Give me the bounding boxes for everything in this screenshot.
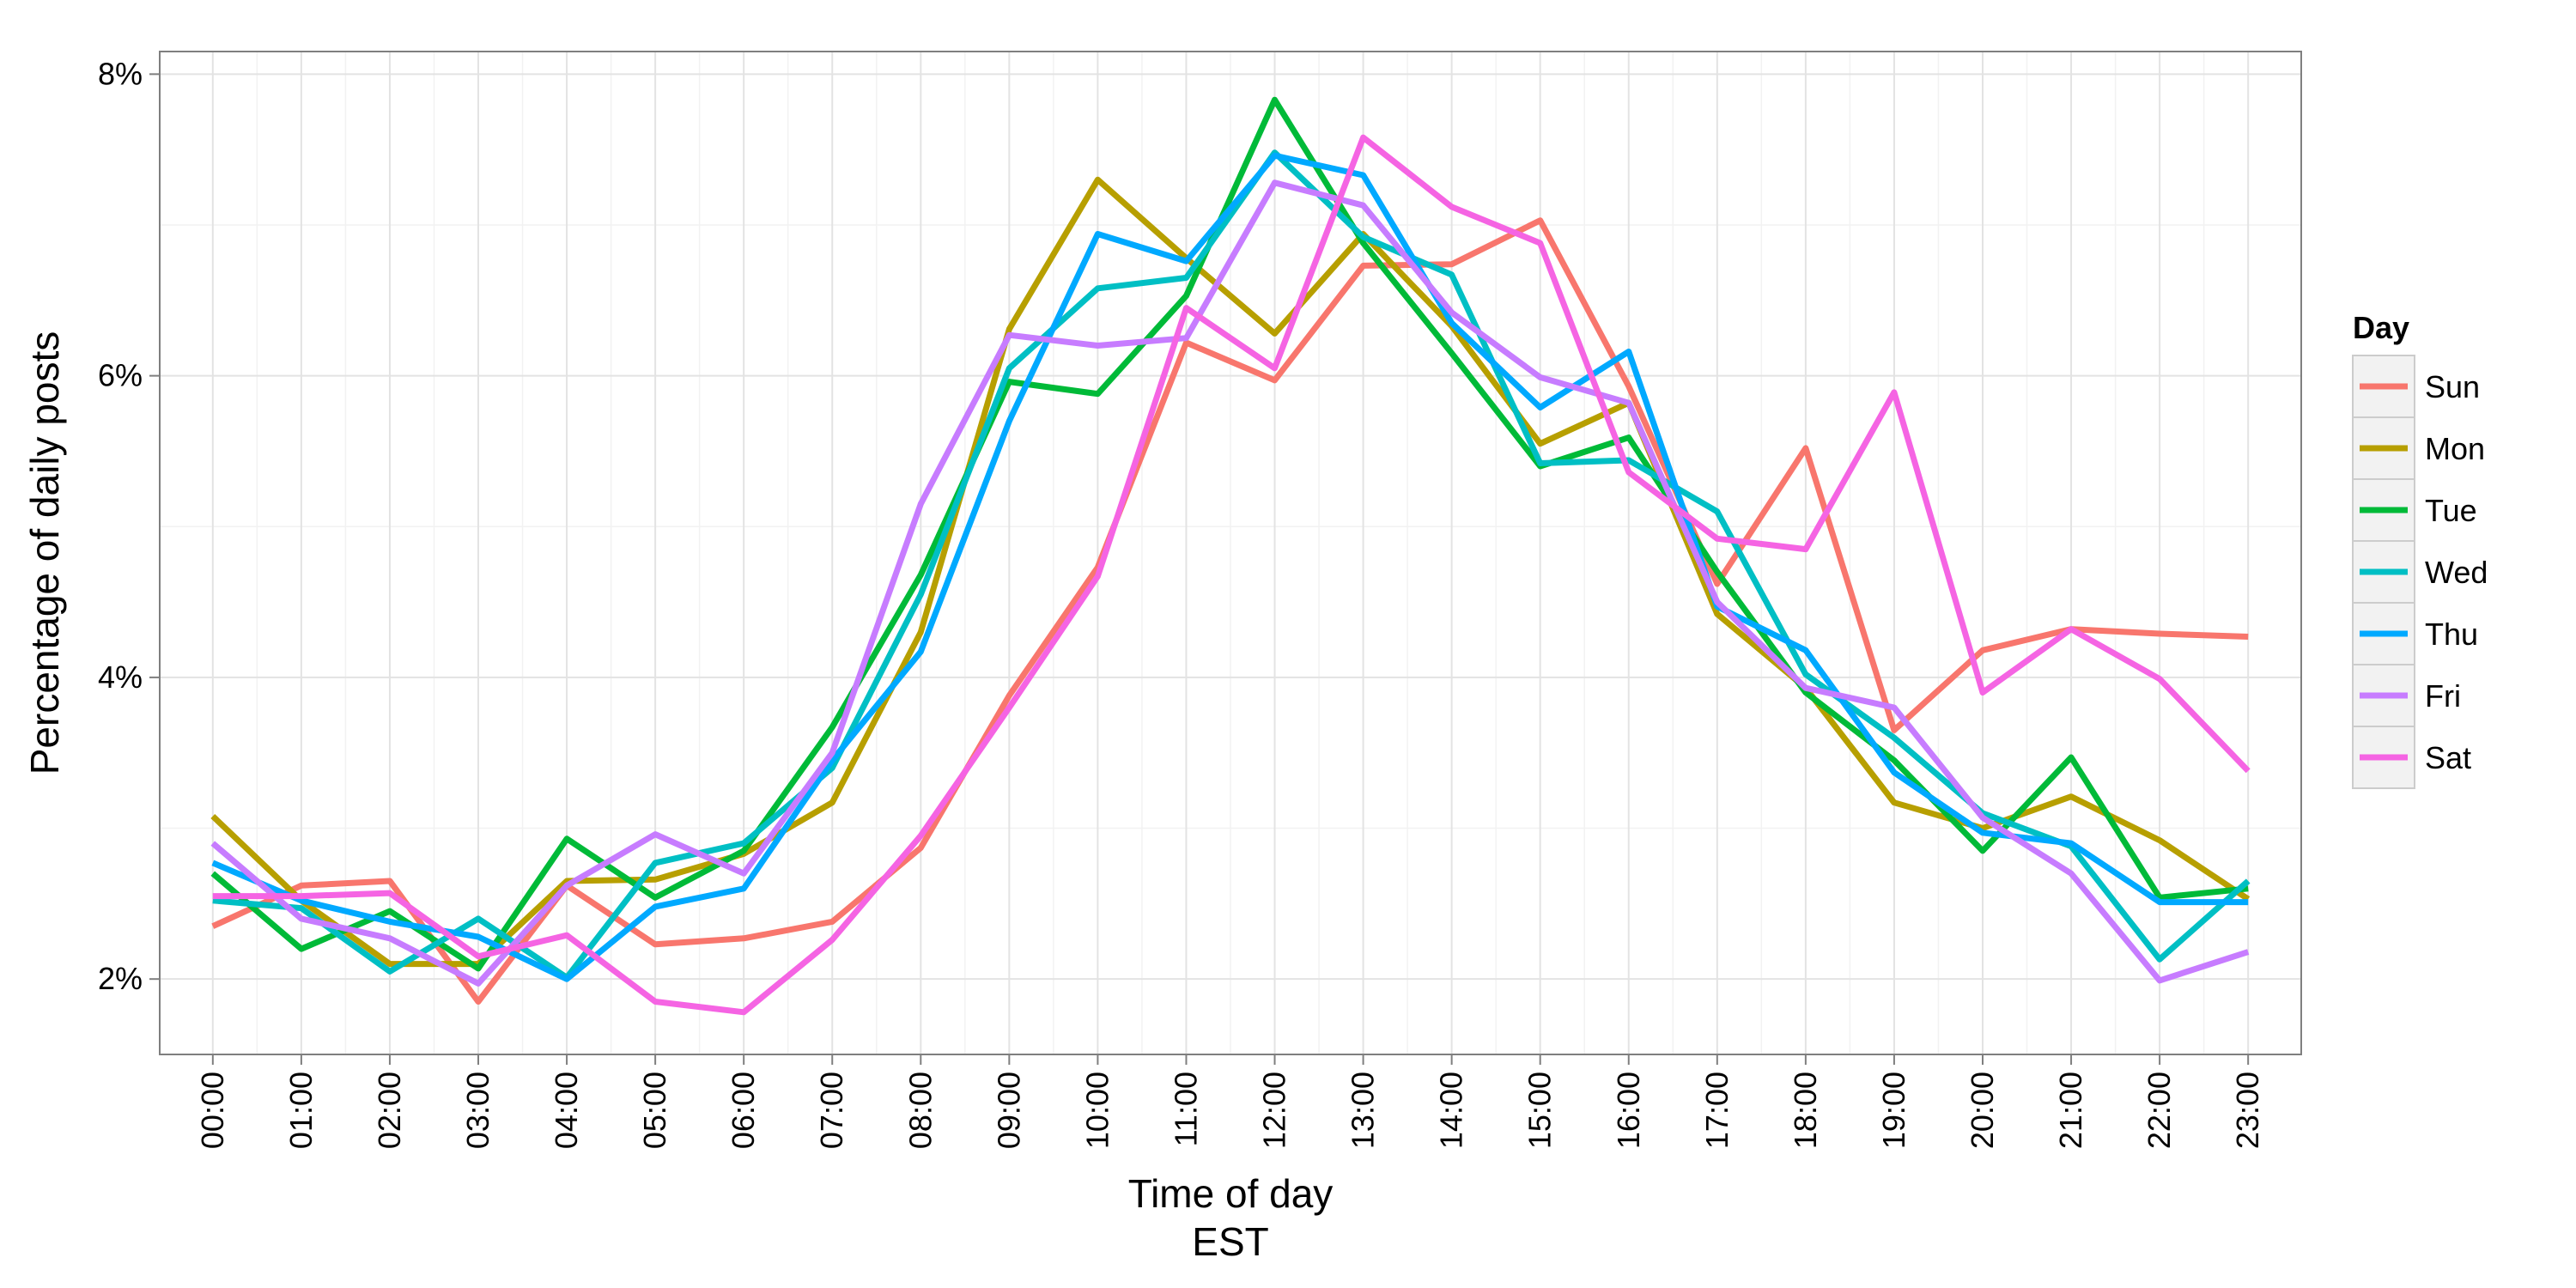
legend-label-fri: Fri: [2425, 678, 2461, 714]
legend: Day Sun Mon Tue Wed Thu Fri Sat: [2352, 310, 2488, 789]
legend-label-tue: Tue: [2425, 493, 2477, 528]
legend-label-wed: Wed: [2425, 555, 2488, 590]
series-line-tue: [210, 96, 2249, 972]
x-tick-label: 03:00: [460, 1072, 495, 1149]
y-tick-label: 6%: [98, 358, 143, 393]
x-tick-label: 22:00: [2142, 1072, 2177, 1149]
x-tick-label: 08:00: [902, 1072, 938, 1149]
x-tick-label: 17:00: [1699, 1072, 1735, 1149]
series-line-mon: [210, 176, 2251, 968]
plot-border: [159, 51, 2302, 1055]
legend-label-thu: Thu: [2425, 617, 2478, 652]
legend-label-sat: Sat: [2425, 740, 2471, 775]
legend-items: Sun Mon Tue Wed Thu Fri Sat: [2352, 355, 2488, 789]
series-lines: [210, 96, 2251, 1016]
x-tick-label: 18:00: [1788, 1072, 1823, 1149]
y-tick-label: 8%: [98, 56, 143, 91]
x-tick-label: 09:00: [991, 1072, 1026, 1149]
x-tick-label: 16:00: [1611, 1072, 1646, 1149]
legend-label-mon: Mon: [2425, 431, 2485, 466]
x-tick-label: 14:00: [1434, 1072, 1469, 1149]
x-tick-label: 06:00: [726, 1072, 761, 1149]
x-tick-label: 02:00: [372, 1072, 407, 1149]
y-axis-title: Percentage of daily posts: [22, 331, 67, 775]
x-tick-label: 15:00: [1522, 1072, 1558, 1149]
series-line-wed: [212, 149, 2251, 981]
x-tick-label: 01:00: [283, 1072, 319, 1149]
y-tick-label: 4%: [98, 659, 143, 695]
x-tick-label: 21:00: [2053, 1072, 2088, 1149]
x-axis: 00:00 01:00 02:00 03:00 04:00 05:00 06:00 07:00…: [195, 1054, 2265, 1149]
y-tick-label: 2%: [98, 961, 143, 996]
series-line-thu: [211, 152, 2249, 982]
x-tick-label: 11:00: [1168, 1072, 1203, 1146]
x-tick-label: 20:00: [1965, 1072, 2000, 1149]
x-axis-title: Time of day: [1128, 1171, 1334, 1216]
y-axis: 2% 4% 6% 8%: [98, 56, 160, 996]
x-tick-label: 13:00: [1346, 1072, 1381, 1149]
series-line-fri: [210, 179, 2250, 987]
x-tick-label: 00:00: [195, 1072, 230, 1149]
x-tick-label: 12:00: [1257, 1072, 1292, 1149]
legend-label-sun: Sun: [2425, 369, 2480, 404]
legend-title: Day: [2353, 310, 2409, 345]
x-tick-label: 05:00: [637, 1072, 672, 1149]
x-tick-label: 23:00: [2230, 1072, 2265, 1149]
x-axis-subtitle: EST: [1192, 1219, 1268, 1264]
x-tick-label: 04:00: [549, 1072, 584, 1149]
x-tick-label: 10:00: [1079, 1072, 1115, 1149]
x-tick-label: 07:00: [814, 1072, 849, 1149]
series-line-sat: [212, 134, 2251, 1016]
x-tick-label: 19:00: [1876, 1072, 1911, 1149]
